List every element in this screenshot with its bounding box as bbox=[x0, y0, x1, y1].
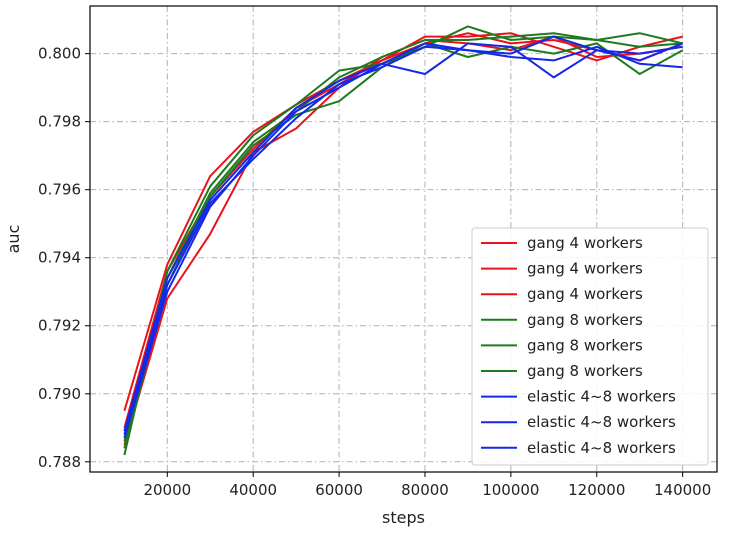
series-layer bbox=[123, 25, 684, 456]
y-tick-label: 0.788 bbox=[38, 453, 81, 471]
y-tick-label: 0.792 bbox=[38, 317, 81, 335]
x-axis-label: steps bbox=[382, 508, 425, 527]
series-line-7 bbox=[123, 42, 683, 432]
legend-label: gang 8 workers bbox=[527, 336, 643, 354]
y-tick-label: 0.790 bbox=[38, 385, 81, 403]
series-line-6 bbox=[123, 32, 683, 442]
series-line-9 bbox=[123, 35, 683, 435]
legend-label: elastic 4~8 workers bbox=[527, 413, 676, 431]
y-tick-label: 0.800 bbox=[38, 45, 81, 63]
legend-label: gang 8 workers bbox=[527, 311, 643, 329]
legend-label: elastic 4~8 workers bbox=[527, 388, 676, 406]
x-tick-label: 100000 bbox=[482, 481, 539, 499]
x-tick-label: 80000 bbox=[401, 481, 449, 499]
legend-box bbox=[471, 227, 709, 466]
x-tick-label: 60000 bbox=[315, 481, 363, 499]
x-tick-label: 140000 bbox=[654, 481, 711, 499]
plot-frame bbox=[89, 5, 718, 473]
legend-label: gang 4 workers bbox=[527, 260, 643, 278]
x-tick-label: 120000 bbox=[568, 481, 625, 499]
y-tick-label: 0.796 bbox=[38, 181, 81, 199]
series-line-5 bbox=[123, 42, 684, 449]
y-axis-label: auc bbox=[4, 225, 23, 254]
legend-label: gang 4 workers bbox=[527, 234, 643, 252]
x-tick-label: 20000 bbox=[143, 481, 191, 499]
x-tick-label: 40000 bbox=[229, 481, 277, 499]
legend-label: gang 8 workers bbox=[527, 362, 643, 380]
series-line-8 bbox=[123, 42, 683, 439]
legend: gang 4 workers gang 4 workers gang 4 worke… bbox=[471, 227, 709, 466]
y-tick-label: 0.794 bbox=[38, 249, 81, 267]
legend-label: gang 4 workers bbox=[527, 285, 643, 303]
legend-label: elastic 4~8 workers bbox=[527, 439, 676, 457]
y-tick-label: 0.798 bbox=[38, 113, 81, 131]
ticks: 20000 40000 60000 80000 100000 120000 140000 0.… bbox=[38, 45, 711, 499]
